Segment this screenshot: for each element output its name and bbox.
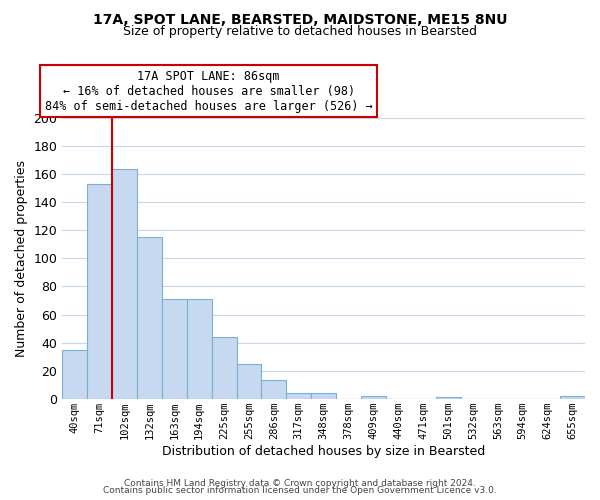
- Bar: [560, 396, 585, 398]
- Bar: [236, 364, 262, 398]
- Bar: [212, 337, 236, 398]
- Text: 17A SPOT LANE: 86sqm
← 16% of detached houses are smaller (98)
84% of semi-detac: 17A SPOT LANE: 86sqm ← 16% of detached h…: [45, 70, 373, 112]
- Bar: [112, 168, 137, 398]
- Text: 17A, SPOT LANE, BEARSTED, MAIDSTONE, ME15 8NU: 17A, SPOT LANE, BEARSTED, MAIDSTONE, ME1…: [93, 12, 507, 26]
- Bar: [137, 238, 162, 398]
- Bar: [361, 396, 386, 398]
- Bar: [311, 393, 336, 398]
- Bar: [187, 299, 212, 398]
- Bar: [87, 184, 112, 398]
- Y-axis label: Number of detached properties: Number of detached properties: [15, 160, 28, 357]
- Text: Contains HM Land Registry data © Crown copyright and database right 2024.: Contains HM Land Registry data © Crown c…: [124, 478, 476, 488]
- Bar: [286, 393, 311, 398]
- Bar: [162, 299, 187, 398]
- Bar: [62, 350, 87, 399]
- X-axis label: Distribution of detached houses by size in Bearsted: Distribution of detached houses by size …: [162, 444, 485, 458]
- Text: Contains public sector information licensed under the Open Government Licence v3: Contains public sector information licen…: [103, 486, 497, 495]
- Bar: [262, 380, 286, 398]
- Text: Size of property relative to detached houses in Bearsted: Size of property relative to detached ho…: [123, 25, 477, 38]
